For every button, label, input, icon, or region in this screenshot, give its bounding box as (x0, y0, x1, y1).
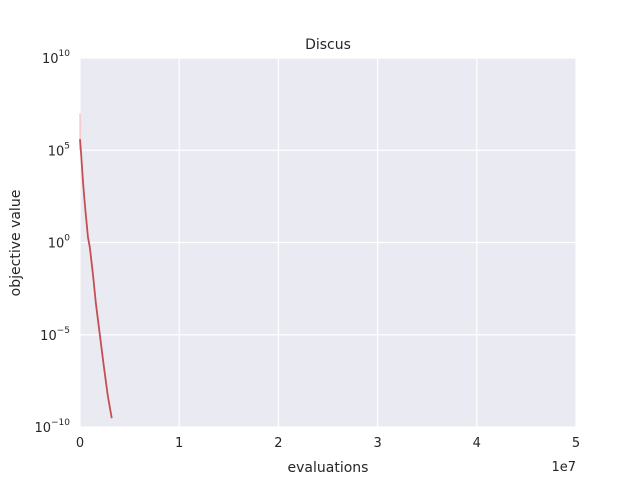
grid (79, 57, 577, 428)
y-tick-label: 10−10 (34, 418, 70, 436)
x-tick-label: 3 (373, 436, 381, 451)
chart-title: Discus (305, 37, 351, 53)
y-tick-label: 100 (48, 234, 71, 252)
x-tick-label: 5 (572, 436, 580, 451)
x-tick-label: 4 (473, 436, 481, 451)
x-tick-label: 1 (175, 436, 183, 451)
x-offset-label: 1e7 (551, 460, 576, 475)
series-lines (79, 139, 113, 419)
y-axis-label: objective value (8, 190, 24, 297)
x-ticks: 0 1 2 3 4 5 (76, 436, 580, 451)
y-ticks: 1010 105 100 10−5 10−10 (34, 49, 70, 436)
x-tick-label: 2 (274, 436, 282, 451)
x-axis-label: evaluations (288, 460, 369, 476)
series-line (79, 139, 113, 419)
y-tick-label: 105 (48, 141, 70, 159)
x-tick-label: 0 (76, 436, 84, 451)
y-tick-label: 10−5 (40, 326, 70, 344)
y-tick-label: 1010 (42, 49, 70, 67)
